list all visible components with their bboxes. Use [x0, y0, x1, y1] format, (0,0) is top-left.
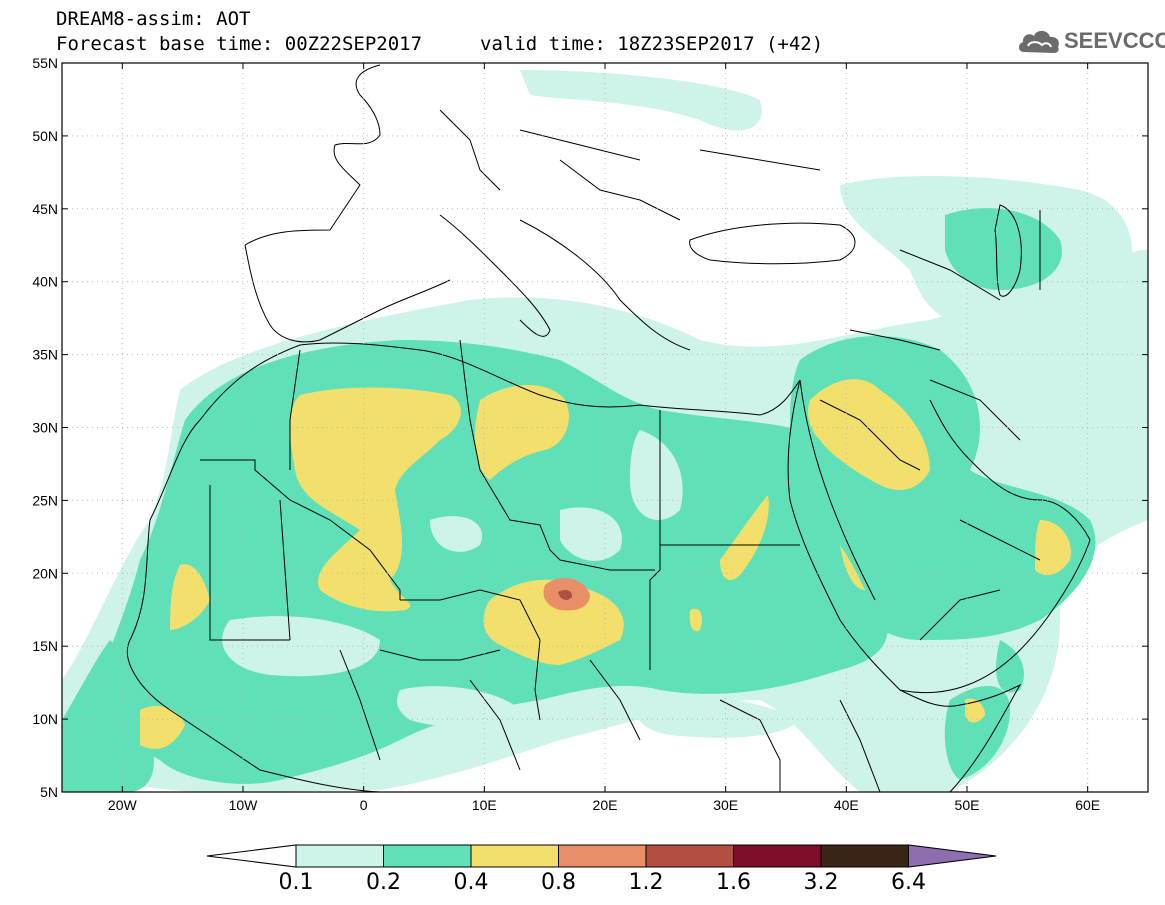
lat-label: 20N [32, 565, 58, 581]
lat-label: 50N [32, 128, 58, 144]
colorbar-left-arrow [207, 845, 296, 867]
lon-label: 60E [1075, 797, 1100, 813]
colorbar-label: 0.4 [454, 870, 489, 895]
lon-label: 20W [108, 797, 138, 813]
lat-label: 55N [32, 55, 58, 71]
lat-label: 35N [32, 347, 58, 363]
colorbar-label: 0.2 [366, 870, 401, 895]
lon-label: 50E [955, 797, 980, 813]
colorbar-swatch [559, 845, 647, 867]
colorbar-swatch [821, 845, 909, 867]
lon-label: 10E [472, 797, 497, 813]
lat-label: 5N [40, 784, 58, 800]
colorbar-label: 3.2 [804, 870, 839, 895]
lon-label: 10W [229, 797, 259, 813]
colorbar-right-arrow [909, 845, 997, 867]
colorbar-swatch [734, 845, 822, 867]
colorbar-swatch [296, 845, 384, 867]
longitude-labels: 20W 10W 0 10E 20E 30E 40E 50E 60E [108, 797, 1100, 813]
lat-label: 10N [32, 711, 58, 727]
colorbar-swatch [471, 845, 559, 867]
colorbar-label: 1.2 [629, 870, 664, 895]
colorbar [207, 845, 996, 867]
colorbar-label: 1.6 [716, 870, 751, 895]
colorbar-label: 0.1 [279, 870, 314, 895]
lat-label: 25N [32, 492, 58, 508]
lon-label: 40E [834, 797, 859, 813]
lon-label: 30E [713, 797, 738, 813]
colorbar-swatch [384, 845, 472, 867]
lon-label: 0 [360, 797, 368, 813]
colorbar-label: 6.4 [891, 870, 926, 895]
lon-label: 20E [593, 797, 618, 813]
lat-label: 15N [32, 638, 58, 654]
aot-shading [62, 63, 1148, 792]
colorbar-swatch [646, 845, 734, 867]
lat-label: 40N [32, 274, 58, 290]
latitude-labels: 55N 50N 45N 40N 35N 30N 25N 20N 15N 10N 5N [32, 55, 58, 800]
lat-label: 45N [32, 201, 58, 217]
colorbar-label: 0.8 [541, 870, 576, 895]
lat-label: 30N [32, 420, 58, 436]
